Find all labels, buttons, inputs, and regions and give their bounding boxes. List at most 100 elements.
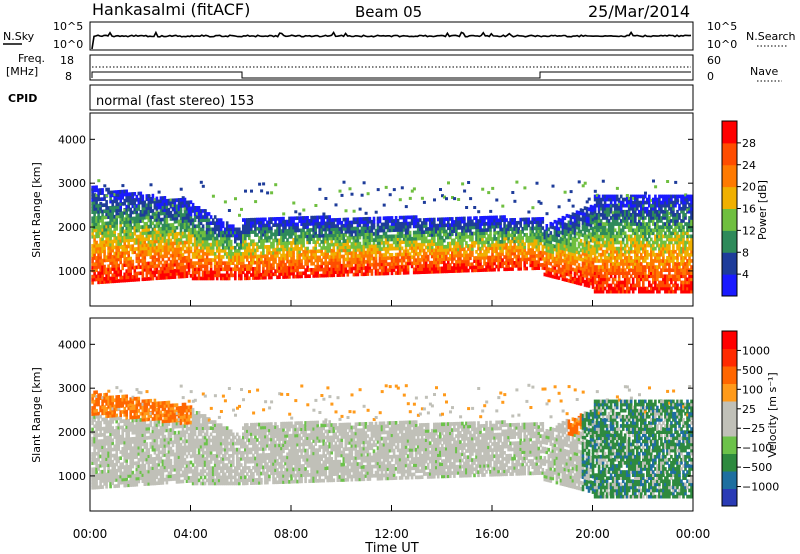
heatmap-cell: [246, 251, 249, 256]
heatmap-cell: [563, 250, 567, 254]
heatmap-cell: [597, 289, 601, 294]
heatmap-cell: [107, 206, 110, 210]
heatmap-cell: [213, 236, 217, 241]
heatmap-cell: [487, 255, 490, 260]
heatmap-cell: [209, 258, 213, 262]
heatmap-cell: [191, 242, 195, 247]
heatmap-cell: [332, 224, 336, 228]
heatmap-cell: [577, 244, 581, 249]
heatmap-cell: [300, 243, 303, 248]
heatmap-cell: [256, 217, 259, 222]
heatmap-cell: [111, 193, 114, 198]
heatmap-cell: [607, 228, 611, 233]
heatmap-cell: [485, 249, 488, 254]
heatmap-cell: [139, 259, 143, 263]
heatmap-cell: [360, 232, 364, 237]
heatmap-cell: [101, 209, 104, 214]
heatmap-cell: [623, 234, 627, 239]
heatmap-cell: [99, 191, 102, 195]
heatmap-cell: [238, 242, 241, 247]
heatmap-cell: [356, 232, 360, 237]
heatmap-cell: [143, 203, 147, 208]
heatmap-cell: [467, 216, 470, 221]
heatmap-cell: [207, 249, 211, 253]
heatmap-cell: [165, 263, 169, 268]
heatmap-cell: [147, 197, 151, 201]
heatmap-cell: [418, 227, 422, 232]
heatmap-cell: [209, 215, 213, 219]
heatmap-cell: [491, 267, 494, 272]
heatmap-cell: [579, 269, 583, 274]
heatmap-cell: [99, 271, 102, 275]
heatmap-cell: [129, 232, 132, 236]
heatmap-cell: [573, 222, 577, 226]
heatmap-cell: [91, 256, 94, 260]
heatmap-cell: [163, 208, 167, 212]
heatmap-cell: [302, 271, 305, 276]
heatmap-cell: [422, 242, 426, 247]
heatmap-cell: [143, 228, 147, 232]
heatmap-cell: [159, 208, 163, 213]
heatmap-cell: [127, 235, 130, 240]
heatmap-cell: [449, 257, 452, 261]
heatmap-cell: [318, 237, 321, 241]
heatmap-cell: [145, 228, 149, 232]
heatmap-cell: [197, 212, 201, 216]
heatmap-cell: [559, 224, 563, 229]
heatmap-cell: [342, 248, 346, 253]
heatmap-cell: [625, 243, 629, 248]
heatmap-cell: [189, 231, 193, 235]
heatmap-cell: [386, 234, 390, 239]
heatmap-cell: [605, 219, 609, 223]
heatmap-cell: [531, 217, 534, 221]
heatmap-cell: [384, 231, 388, 236]
heatmap-cell: [262, 226, 265, 231]
heatmap-cell: [262, 245, 265, 249]
heatmap-cell: [298, 271, 301, 276]
heatmap-cell: [131, 204, 135, 209]
heatmap-cell: [201, 264, 205, 268]
heatmap-cell: [141, 249, 145, 254]
heatmap-cell: [384, 216, 388, 220]
heatmap-cell: [551, 244, 555, 248]
heatmap-cell: [541, 217, 545, 221]
heatmap-cell: [254, 223, 257, 228]
heatmap-cell: [505, 236, 508, 241]
heatmap-cell: [133, 192, 137, 196]
heatmap-cell: [264, 254, 267, 258]
heatmap-cell: [591, 260, 595, 265]
heatmap-cell: [457, 244, 460, 249]
heatmap-cell: [139, 194, 143, 199]
heatmap-cell: [433, 248, 436, 253]
heatmap-cell: [115, 217, 118, 222]
heatmap-cell: [585, 274, 589, 279]
heatmap-cell: [183, 216, 187, 220]
heatmap-cell: [133, 222, 137, 227]
noise-left-tick-bottom: 10^0: [53, 38, 83, 51]
heatmap-cell: [487, 240, 490, 245]
heatmap-cell: [605, 280, 609, 285]
heatmap-cell: [428, 230, 432, 234]
heatmap-cell: [187, 234, 191, 238]
heatmap-cell: [467, 228, 470, 233]
heatmap-cell: [459, 253, 462, 258]
heatmap-cell: [123, 278, 126, 283]
heatmap-cell: [489, 264, 492, 269]
heatmap-cell: [169, 226, 173, 230]
heatmap-cell: [342, 239, 346, 243]
heatmap-cell: [416, 261, 420, 265]
heatmap-cell: [557, 276, 561, 280]
heatmap-cell: [481, 222, 484, 226]
heatmap-cell: [483, 225, 486, 229]
heatmap-cell: [503, 224, 506, 229]
heatmap-cell: [151, 239, 155, 244]
heatmap-cell: [199, 233, 203, 238]
heatmap-cell: [599, 213, 603, 217]
heatmap-cell: [449, 229, 452, 234]
heatmap-cell: [183, 228, 187, 233]
heatmap-cell: [447, 226, 450, 231]
heatmap-cell: [179, 262, 183, 267]
heatmap-cell: [455, 244, 458, 249]
heatmap-cell: [95, 197, 98, 202]
heatmap-cell: [159, 227, 163, 231]
